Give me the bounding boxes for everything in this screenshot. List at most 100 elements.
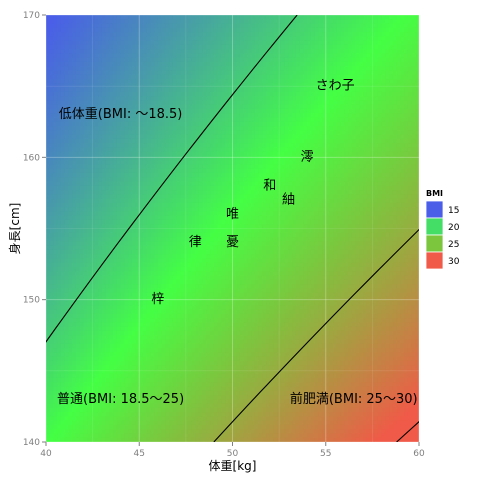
heat-cell xyxy=(198,207,204,213)
heat-cell xyxy=(221,424,226,430)
heat-cell xyxy=(124,352,129,358)
heat-cell xyxy=(124,288,129,294)
heat-cell xyxy=(79,249,84,255)
heat-cell xyxy=(157,143,163,148)
heat-cell xyxy=(157,40,163,46)
heat-cell xyxy=(83,228,88,234)
heat-cell xyxy=(131,190,137,195)
heat-cell xyxy=(154,266,159,272)
heat-cell xyxy=(72,61,77,67)
heat-cell xyxy=(146,190,152,195)
heat-cell xyxy=(109,117,114,123)
heat-cell xyxy=(221,360,226,366)
heat-cell xyxy=(161,284,166,289)
heat-cell xyxy=(198,407,204,413)
heat-cell xyxy=(53,66,58,72)
heat-cell xyxy=(135,275,140,281)
heat-cell xyxy=(180,91,185,97)
heat-cell xyxy=(176,377,181,383)
heat-cell xyxy=(165,15,170,20)
heat-cell xyxy=(176,113,181,119)
heat-cell xyxy=(191,313,196,319)
heat-cell xyxy=(53,202,58,208)
heat-cell xyxy=(142,185,148,191)
heat-cell xyxy=(109,190,114,195)
heat-cell xyxy=(180,211,185,217)
heat-cell xyxy=(101,313,107,319)
heat-cell xyxy=(210,138,215,144)
heat-cell xyxy=(87,104,92,110)
heat-cell xyxy=(128,36,133,42)
heat-cell xyxy=(72,108,77,114)
heat-cell xyxy=(120,185,125,191)
heat-cell xyxy=(131,121,137,127)
heat-cell xyxy=(72,249,77,255)
heat-cell xyxy=(225,258,230,264)
heat-cell xyxy=(75,168,81,174)
heat-cell xyxy=(53,215,58,221)
heat-cell xyxy=(60,232,66,238)
heat-cell xyxy=(217,224,222,230)
heat-cell xyxy=(198,373,204,379)
heat-cell xyxy=(139,143,144,148)
heat-cell xyxy=(202,121,207,127)
heat-cell xyxy=(57,382,62,388)
heat-cell xyxy=(75,266,81,272)
heat-cell xyxy=(75,292,81,298)
heat-cell xyxy=(46,254,51,259)
heat-cell xyxy=(101,382,107,388)
heat-cell xyxy=(198,168,204,174)
heat-cell xyxy=(169,61,174,67)
heat-cell xyxy=(195,343,200,349)
heat-cell xyxy=(146,36,152,42)
heat-cell xyxy=(225,318,230,324)
heat-cell xyxy=(146,245,152,251)
heat-cell xyxy=(198,104,204,110)
heat-cell xyxy=(113,40,118,46)
heat-cell xyxy=(83,395,88,400)
heat-cell xyxy=(150,382,155,388)
heat-cell xyxy=(128,343,133,349)
heat-cell xyxy=(165,420,170,426)
heat-cell xyxy=(53,318,58,324)
heat-cell xyxy=(113,245,118,251)
heat-cell xyxy=(90,126,96,131)
heat-cell xyxy=(202,113,207,119)
heat-cell xyxy=(150,241,155,247)
heat-cell xyxy=(101,228,107,234)
heat-cell xyxy=(120,382,125,388)
heat-cell xyxy=(72,49,77,55)
heat-cell xyxy=(109,211,114,217)
heat-cell xyxy=(128,433,133,439)
heat-cell xyxy=(68,108,73,114)
heat-cell xyxy=(98,309,103,315)
heat-cell xyxy=(101,412,107,417)
heat-cell xyxy=(49,190,55,195)
heat-cell xyxy=(221,266,226,272)
heat-cell xyxy=(75,322,81,328)
heat-cell xyxy=(213,258,219,264)
heat-cell xyxy=(172,194,178,200)
heat-cell xyxy=(184,44,189,50)
heat-cell xyxy=(49,433,55,439)
heat-cell xyxy=(60,313,66,319)
heat-cell xyxy=(146,121,152,127)
heat-cell xyxy=(198,70,204,76)
heat-cell xyxy=(83,424,88,430)
heat-cell xyxy=(79,23,84,29)
heat-cell xyxy=(217,19,222,25)
heat-cell xyxy=(75,202,81,208)
heat-cell xyxy=(124,237,129,242)
heat-cell xyxy=(225,386,230,392)
heat-cell xyxy=(135,296,140,302)
heat-cell xyxy=(217,237,222,242)
heat-cell xyxy=(150,420,155,426)
heat-cell xyxy=(79,390,84,396)
heat-cell xyxy=(210,407,215,413)
heat-cell xyxy=(191,241,196,247)
heat-cell xyxy=(124,211,129,217)
heat-cell xyxy=(53,433,58,439)
heat-cell xyxy=(161,271,166,277)
heat-cell xyxy=(187,96,193,101)
heat-cell xyxy=(210,79,215,84)
